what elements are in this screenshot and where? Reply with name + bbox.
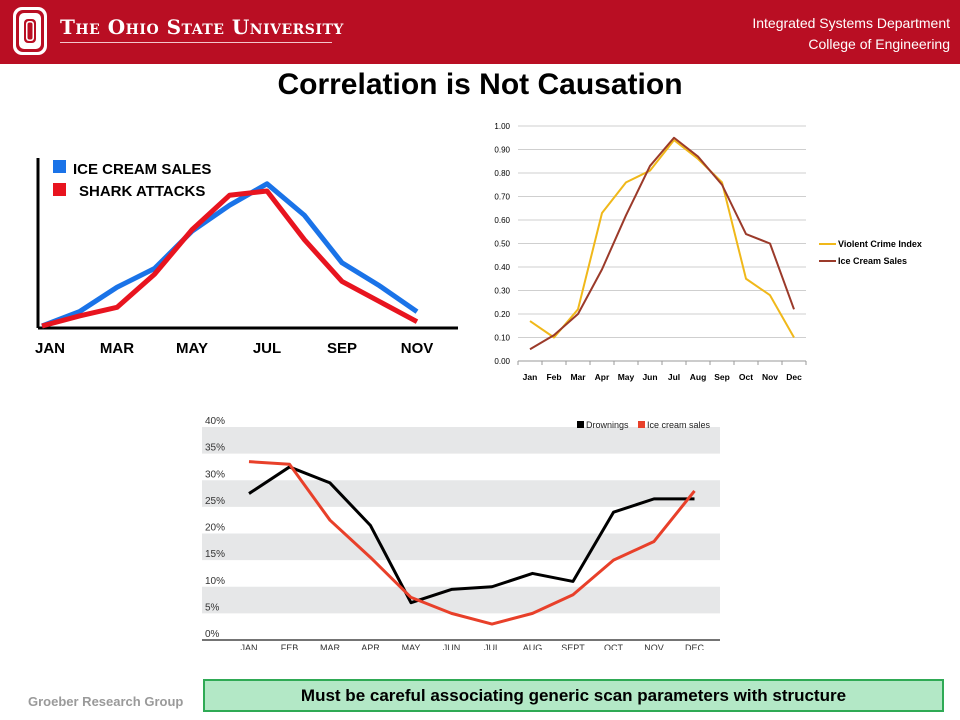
college-name: College of Engineering [808, 36, 950, 52]
x-tick-label: FEB [281, 643, 299, 650]
x-tick-label: Apr [595, 372, 610, 382]
x-tick-label: AUG [523, 643, 543, 650]
department-block: Integrated Systems Department College of… [752, 13, 950, 55]
series-line-violent-crime-index [529, 139, 795, 339]
grid-band [202, 586, 720, 614]
grid-band [202, 533, 720, 561]
x-tick-label: Mar [570, 372, 586, 382]
header-banner: The Ohio State University Integrated Sys… [0, 0, 960, 64]
x-tick-label: MAY [176, 340, 208, 357]
x-tick-label: Jul [668, 372, 680, 382]
legend-label-violent-crime: Violent Crime Index [838, 239, 922, 249]
block-o-logo-icon [13, 7, 47, 55]
x-tick-label: DEC [685, 643, 705, 650]
series-line-shark-attacks [41, 188, 419, 329]
footer-research-group: Groeber Research Group [28, 694, 184, 709]
legend-swatch-ice-cream [53, 160, 66, 173]
series-line-ice-cream-sales [529, 136, 795, 351]
x-tick-label: Oct [739, 372, 753, 382]
chart-drownings-vs-ice-cream: 0% 5% 10% 15% 20% 25% 30% 35% 40% JAN FEB MAR APR MA… [202, 416, 720, 650]
y-tick-label: 0.80 [494, 169, 510, 178]
series-line-drownings [248, 465, 695, 605]
y-tick-label: 0.10 [494, 334, 510, 343]
x-tick-label: SEPT [561, 643, 585, 650]
y-tick-label: 5% [205, 602, 220, 613]
y-tick-label: 0.30 [494, 287, 510, 296]
x-tick-label: APR [361, 643, 380, 650]
x-tick-label: JUL [484, 643, 500, 650]
y-tick-label: 0.00 [494, 357, 510, 366]
y-tick-label: 20% [205, 523, 225, 534]
grid-band [202, 480, 720, 507]
x-tick-label: Jan [523, 372, 538, 382]
x-tick-label: MAR [100, 340, 134, 357]
y-tick-label: 0.90 [494, 146, 510, 155]
university-underline [60, 42, 332, 43]
x-tick-label: JAN [240, 643, 257, 650]
x-tick-label: May [618, 372, 635, 382]
x-tick-label: NOV [401, 340, 434, 357]
legend-label-drownings: Drownings [586, 420, 629, 430]
x-tick-label: Feb [546, 372, 561, 382]
legend-swatch-drownings [577, 421, 584, 428]
y-tick-label: 0.20 [494, 310, 510, 319]
x-tick-label: Aug [690, 372, 707, 382]
x-tick-label: SEP [327, 340, 357, 357]
series-line-ice-cream-sales [41, 181, 419, 329]
y-tick-label: 15% [205, 549, 225, 560]
x-tick-label: MAY [402, 643, 421, 650]
x-tick-label: JUL [253, 340, 281, 357]
legend-swatch-shark-attacks [53, 183, 66, 196]
takeaway-callout: Must be careful associating generic scan… [203, 679, 944, 712]
y-tick-label: 1.00 [494, 122, 510, 131]
x-tick-label: OCT [604, 643, 624, 650]
y-tick-label: 0% [205, 629, 220, 640]
y-tick-label: 25% [205, 496, 225, 507]
legend-label-ice-cream: ICE CREAM SALES [73, 161, 211, 178]
legend-label-ice-cream-sales: Ice Cream Sales [838, 256, 907, 266]
grid-band [202, 427, 720, 454]
slide-title: Correlation is Not Causation [277, 68, 683, 101]
y-tick-label: 35% [205, 443, 225, 454]
y-tick-label: 40% [205, 416, 225, 427]
x-tick-label: Dec [786, 372, 802, 382]
legend-swatch-ice-cream-sales [638, 421, 645, 428]
x-tick-label: JUN [443, 643, 461, 650]
legend-label-ice-cream-sales-3: Ice cream sales [647, 420, 711, 430]
y-tick-label: 30% [205, 469, 225, 480]
y-tick-label: 0.40 [494, 263, 510, 272]
x-tick-label: Sep [714, 372, 730, 382]
department-name: Integrated Systems Department [752, 15, 950, 31]
series-line-ice-cream-sales [248, 460, 696, 626]
y-tick-label: 0.70 [494, 193, 510, 202]
university-name: The Ohio State University [60, 15, 344, 39]
y-tick-label: 10% [205, 576, 225, 587]
y-tick-label: 0.60 [494, 216, 510, 225]
x-tick-label: Jun [642, 372, 657, 382]
y-tick-label: 0.50 [494, 240, 510, 249]
x-tick-label: JAN [35, 340, 65, 357]
chart-ice-cream-vs-sharks: JAN MAR MAY JUL SEP NOV ICE CREAM SALES SHARK… [35, 158, 458, 357]
x-tick-label: MAR [320, 643, 341, 650]
x-tick-label: Nov [762, 372, 778, 382]
legend-label-shark-attacks: SHARK ATTACKS [79, 183, 205, 200]
x-tick-label: NOV [644, 643, 664, 650]
chart-crime-vs-ice-cream: 0.00 0.10 0.20 0.30 0.40 0.50 0.60 0.70 0.80 0.90… [494, 122, 922, 382]
